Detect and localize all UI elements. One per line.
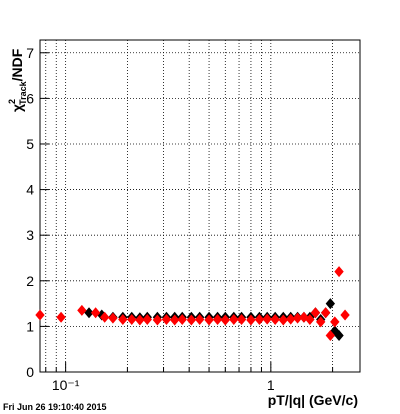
marker (204, 314, 214, 326)
marker (177, 314, 187, 326)
marker (246, 314, 256, 326)
marker (334, 330, 344, 342)
plot-frame (39, 39, 361, 373)
marker (108, 312, 118, 324)
marker (77, 304, 87, 316)
marker (212, 314, 223, 326)
marker (170, 314, 180, 326)
marker (320, 307, 331, 319)
x-tick-label: 10⁻¹ (52, 377, 80, 393)
y-tick-label: 7 (26, 45, 34, 61)
marker (305, 314, 315, 326)
marker (270, 314, 280, 326)
marker (278, 314, 288, 326)
marker (254, 314, 265, 326)
y-tick-label: 4 (26, 182, 34, 198)
marker (135, 314, 145, 326)
y-tick-label: 6 (26, 90, 34, 106)
footer: Fri Jun 26 19:10:40 2015 (3, 402, 107, 412)
y-tick-label: 3 (26, 227, 34, 243)
marker (100, 311, 110, 323)
marker (262, 313, 272, 325)
marker (84, 307, 94, 319)
marker (334, 266, 344, 278)
marker (310, 307, 321, 319)
y-tick-label: 5 (26, 136, 34, 152)
x-tick-label: 1 (267, 377, 275, 393)
marker (236, 314, 247, 326)
marker (152, 314, 163, 326)
marker (186, 314, 197, 326)
marker (325, 330, 336, 342)
marker (194, 314, 205, 326)
marker (118, 314, 128, 326)
marker (35, 309, 45, 321)
marker (325, 298, 336, 310)
marker (292, 312, 303, 324)
y-tick-label: 0 (26, 364, 34, 380)
marker (56, 311, 66, 323)
marker (90, 307, 101, 319)
y-tick-label: 1 (26, 318, 34, 334)
marker (142, 314, 152, 326)
marker (127, 314, 137, 326)
y-label-text: χ2Track/NDF (7, 48, 28, 112)
marker (161, 314, 172, 326)
marker (340, 309, 350, 321)
marker (330, 316, 340, 328)
marker (229, 314, 239, 326)
marker (286, 313, 296, 325)
x-axis-label: pT/|q| (GeV/c) (268, 392, 358, 408)
y-axis-label: χ2Track/NDF (7, 48, 28, 112)
marker (220, 314, 230, 326)
y-tick-label: 2 (26, 273, 34, 289)
marker (316, 316, 326, 328)
